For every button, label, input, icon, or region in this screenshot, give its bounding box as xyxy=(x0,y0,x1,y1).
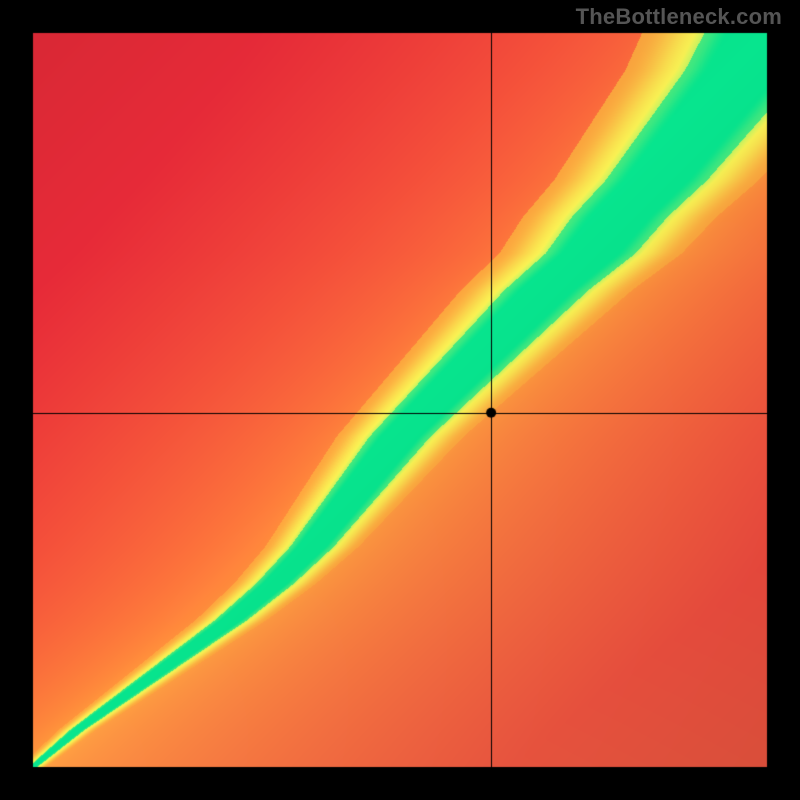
watermark-text: TheBottleneck.com xyxy=(576,4,782,30)
heatmap-canvas xyxy=(0,0,800,800)
chart-container: TheBottleneck.com xyxy=(0,0,800,800)
